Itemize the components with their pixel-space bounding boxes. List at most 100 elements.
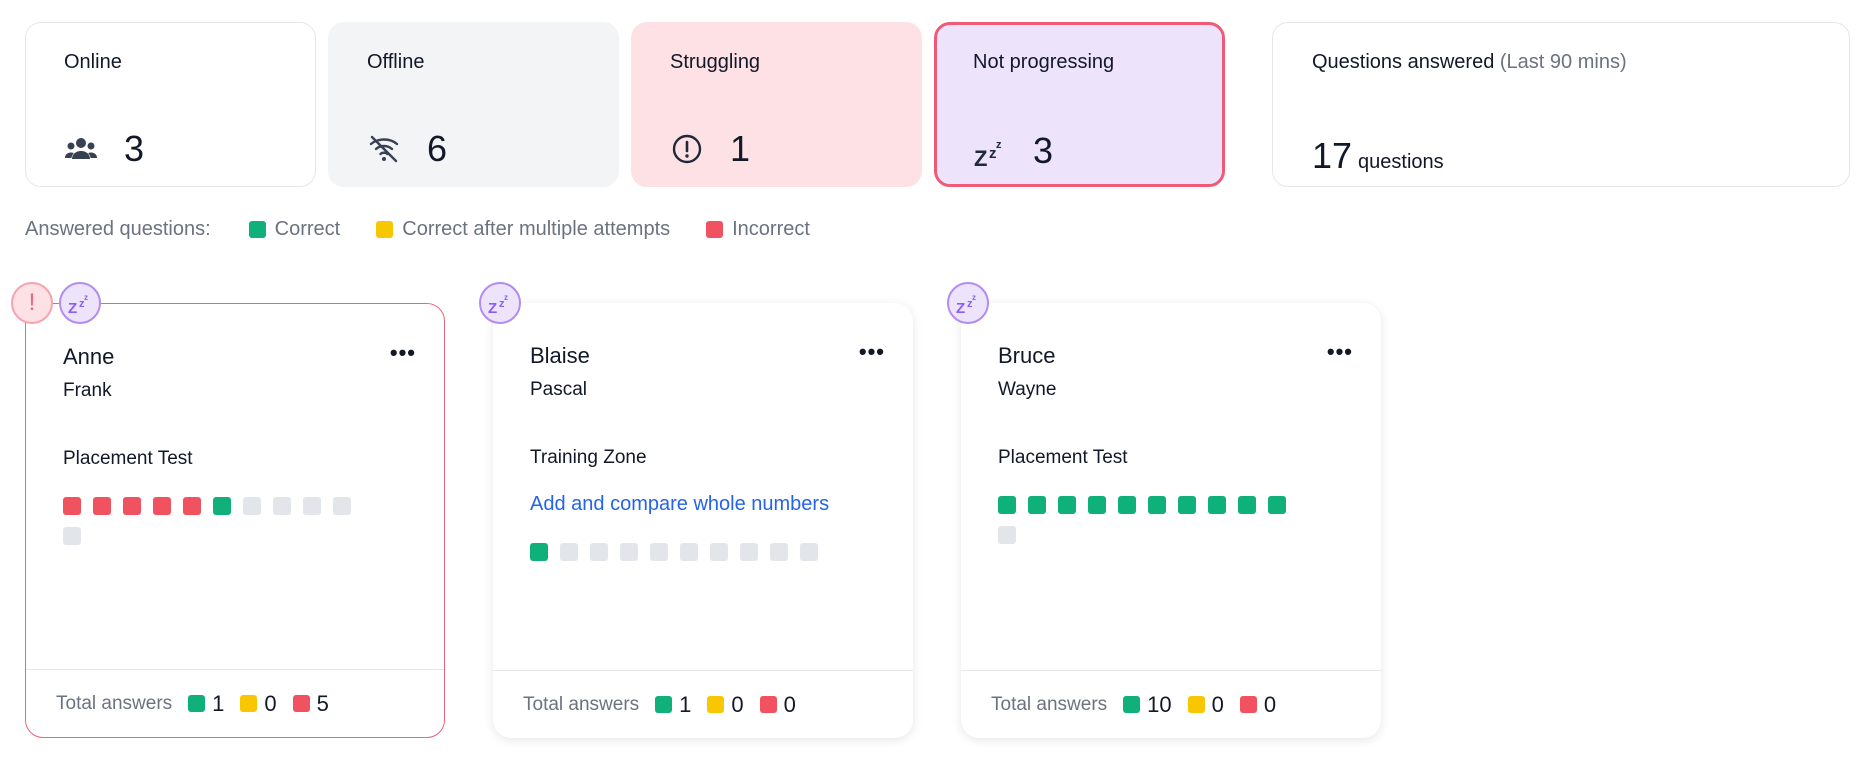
student-activity: Training Zone (530, 447, 647, 468)
answer-square-correct[interactable] (530, 543, 548, 561)
stat-value: 17 (1312, 135, 1353, 176)
answer-square-correct[interactable] (1058, 496, 1076, 514)
legend-label: Correct (274, 218, 341, 240)
stat-value: 3 (124, 128, 145, 169)
answer-square-unanswered[interactable] (560, 543, 578, 561)
legend-item-incorrect: Incorrect (706, 218, 810, 241)
total-answers-label: Total answers (56, 692, 173, 714)
student-card[interactable]: Blaise Pascal ••• Training Zone Add and comp… (493, 303, 913, 738)
multiple-swatch (240, 695, 258, 712)
svg-text:z: z (989, 145, 997, 162)
answer-square-correct[interactable] (998, 496, 1016, 514)
student-first-name: Blaise (530, 343, 590, 368)
incorrect-swatch (759, 696, 777, 713)
svg-text:z: z (504, 293, 508, 302)
incorrect-swatch (1239, 696, 1257, 713)
total-incorrect-value: 5 (316, 690, 329, 716)
correct-swatch (655, 696, 673, 713)
stat-label: Questions answered (Last 90 mins) (1312, 51, 1627, 74)
answer-squares (530, 543, 840, 561)
answer-square-unanswered[interactable] (800, 543, 818, 561)
svg-text:z: z (79, 298, 85, 310)
answer-square-unanswered[interactable] (620, 543, 638, 561)
svg-text:Z: Z (488, 300, 497, 315)
total-multiple-value: 0 (264, 690, 277, 716)
answer-square-unanswered[interactable] (590, 543, 608, 561)
card-footer: Total answers 1 0 0 (493, 670, 913, 738)
stat-value: 1 (730, 128, 751, 169)
answer-square-unanswered[interactable] (680, 543, 698, 561)
answer-square-unanswered[interactable] (333, 497, 351, 515)
student-first-name: Bruce (998, 343, 1056, 368)
stat-label: Not progressing (973, 51, 1115, 73)
total-incorrect-value: 0 (1263, 691, 1277, 717)
student-card[interactable]: Bruce Wayne ••• Placement Test Total answers… (961, 303, 1381, 738)
student-topic-link[interactable]: Add and compare whole numbers (530, 493, 830, 515)
answer-square-unanswered[interactable] (998, 526, 1016, 544)
answer-square-unanswered[interactable] (273, 497, 291, 515)
stat-card-online[interactable]: Online 3 (25, 22, 316, 187)
answer-square-correct[interactable] (213, 497, 231, 515)
answer-square-incorrect[interactable] (123, 497, 141, 515)
more-options-icon[interactable]: ••• (389, 340, 416, 365)
answer-square-incorrect[interactable] (93, 497, 111, 515)
answer-square-correct[interactable] (1118, 496, 1136, 514)
legend-swatch (706, 221, 724, 238)
total-incorrect-value: 0 (783, 691, 796, 717)
total-answers-label: Total answers (523, 693, 640, 715)
answer-square-correct[interactable] (1238, 496, 1256, 514)
svg-text:z: z (967, 298, 973, 310)
legend-item-multiple: Correct after multiple attempts (376, 218, 670, 241)
answer-square-unanswered[interactable] (770, 543, 788, 561)
student-last-name: Wayne (998, 379, 1057, 400)
answer-square-correct[interactable] (1088, 496, 1106, 514)
total-multiple: 0 (240, 690, 277, 717)
student-activity: Placement Test (63, 448, 193, 469)
stat-sublabel: (Last 90 mins) (1499, 51, 1627, 73)
multiple-swatch (707, 696, 725, 713)
people-icon (64, 132, 98, 166)
svg-text:Z: Z (68, 300, 77, 315)
answer-square-unanswered[interactable] (303, 497, 321, 515)
stat-label: Online (64, 51, 122, 73)
answer-square-correct[interactable] (1208, 496, 1226, 514)
incorrect-swatch (292, 695, 310, 712)
total-correct: 1 (188, 691, 224, 717)
alert-circle-icon (670, 132, 704, 166)
answer-square-unanswered[interactable] (63, 527, 81, 545)
total-multiple: 0 (1187, 692, 1224, 718)
answer-square-incorrect[interactable] (63, 497, 81, 515)
struggling-badge-icon: ! (11, 282, 53, 324)
answer-square-correct[interactable] (1028, 496, 1046, 514)
answer-square-unanswered[interactable] (740, 543, 758, 561)
stat-value: 3 (1033, 130, 1054, 171)
answer-square-correct[interactable] (1268, 496, 1286, 514)
svg-text:Z: Z (974, 146, 987, 168)
stat-unit: questions (1358, 151, 1444, 173)
answer-square-unanswered[interactable] (710, 543, 728, 561)
stat-card-struggling[interactable]: Struggling 1 (631, 22, 922, 187)
more-options-icon[interactable]: ••• (858, 339, 885, 364)
svg-text:z: z (972, 293, 976, 302)
answer-square-correct[interactable] (1178, 496, 1196, 514)
svg-text:z: z (499, 298, 505, 310)
stat-value: 6 (427, 128, 448, 169)
stat-card-questions-answered: Questions answered (Last 90 mins) 17 que… (1272, 22, 1850, 187)
answer-square-unanswered[interactable] (243, 497, 261, 515)
stat-card-offline[interactable]: Offline 6 (328, 22, 619, 187)
total-correct-value: 1 (212, 690, 225, 716)
stat-title: Questions answered (1312, 51, 1495, 73)
answer-square-correct[interactable] (1148, 496, 1166, 514)
answer-square-incorrect[interactable] (183, 497, 201, 515)
answer-square-unanswered[interactable] (650, 543, 668, 561)
more-options-icon[interactable]: ••• (1326, 339, 1353, 364)
svg-text:z: z (84, 293, 88, 302)
legend-item-correct: Correct (248, 218, 341, 241)
student-card[interactable]: Anne Frank ••• Placement Test Total answers 1… (25, 303, 445, 738)
answer-square-incorrect[interactable] (153, 497, 171, 515)
correct-swatch (188, 695, 206, 712)
